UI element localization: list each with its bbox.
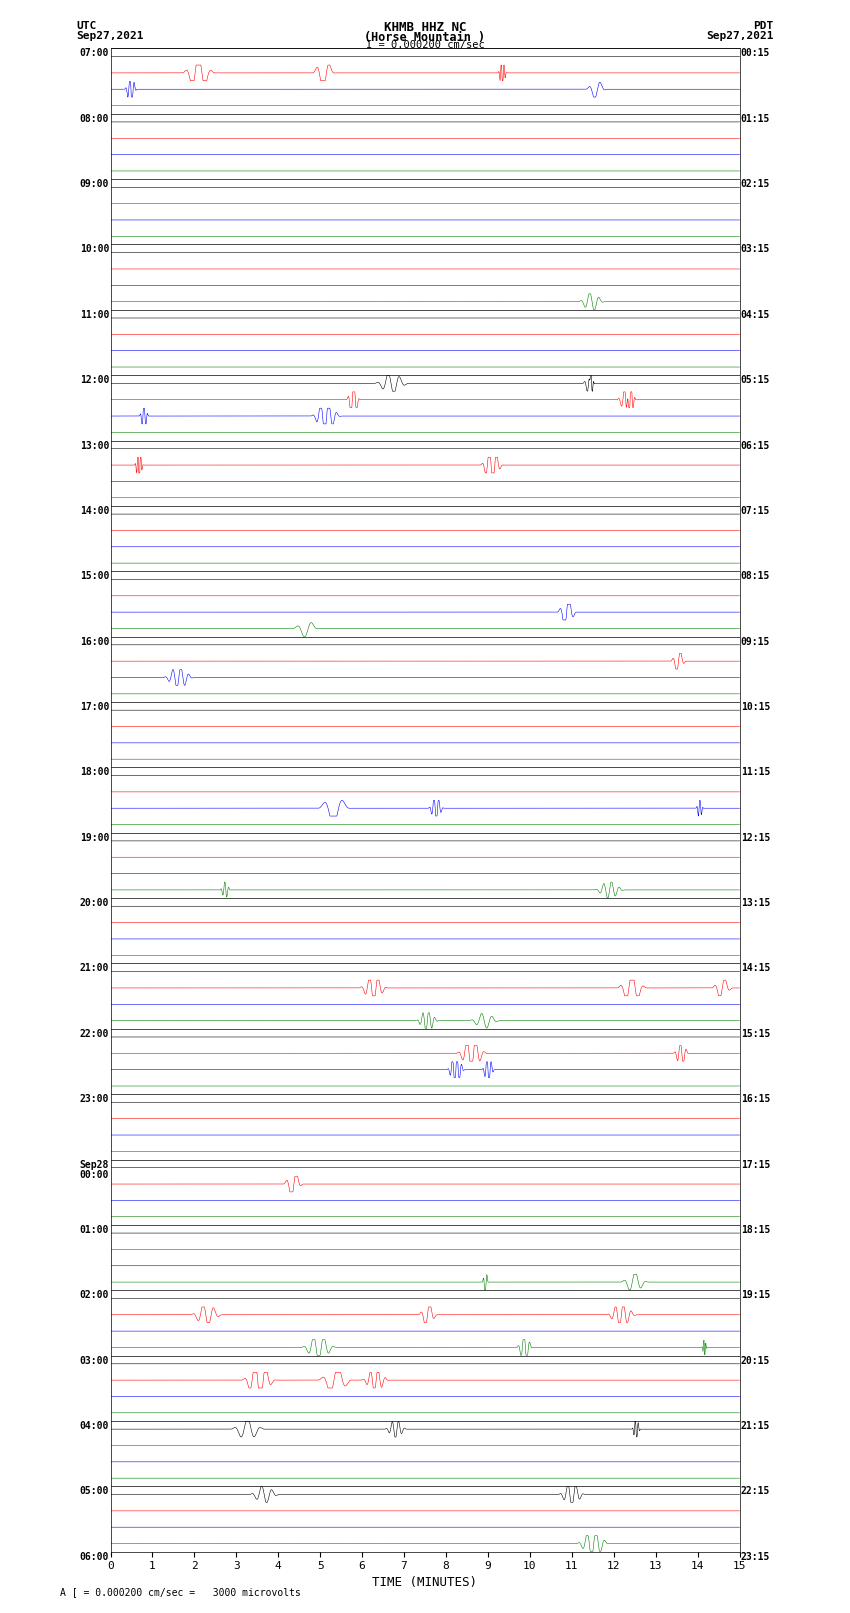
Text: 01:15: 01:15 — [740, 115, 770, 124]
Text: PDT: PDT — [753, 21, 774, 31]
Text: 08:15: 08:15 — [740, 571, 770, 581]
Text: 06:00: 06:00 — [80, 1552, 110, 1561]
Text: 10:15: 10:15 — [740, 702, 770, 711]
Text: 14:15: 14:15 — [740, 963, 770, 974]
Text: 22:15: 22:15 — [740, 1486, 770, 1497]
Text: 19:00: 19:00 — [80, 832, 110, 842]
Text: KHMB HHZ NC: KHMB HHZ NC — [383, 21, 467, 34]
Text: 12:15: 12:15 — [740, 832, 770, 842]
Text: 09:15: 09:15 — [740, 637, 770, 647]
Text: 05:00: 05:00 — [80, 1486, 110, 1497]
Text: 02:00: 02:00 — [80, 1290, 110, 1300]
Text: 00:00: 00:00 — [80, 1169, 110, 1181]
Text: 14:00: 14:00 — [80, 506, 110, 516]
Text: 06:15: 06:15 — [740, 440, 770, 450]
Text: 17:00: 17:00 — [80, 702, 110, 711]
Text: 04:00: 04:00 — [80, 1421, 110, 1431]
Text: (Horse Mountain ): (Horse Mountain ) — [365, 31, 485, 44]
Text: 03:15: 03:15 — [740, 245, 770, 255]
Text: 02:15: 02:15 — [740, 179, 770, 189]
Text: 15:15: 15:15 — [740, 1029, 770, 1039]
Text: 21:15: 21:15 — [740, 1421, 770, 1431]
Text: 20:15: 20:15 — [740, 1355, 770, 1366]
Text: 01:00: 01:00 — [80, 1224, 110, 1236]
Text: 19:15: 19:15 — [740, 1290, 770, 1300]
Text: 20:00: 20:00 — [80, 898, 110, 908]
Text: I = 0.000200 cm/sec: I = 0.000200 cm/sec — [366, 40, 484, 50]
Text: Sep27,2021: Sep27,2021 — [706, 31, 774, 40]
Text: UTC: UTC — [76, 21, 97, 31]
Text: 22:00: 22:00 — [80, 1029, 110, 1039]
Text: 23:15: 23:15 — [740, 1552, 770, 1561]
Text: 10:00: 10:00 — [80, 245, 110, 255]
Text: 07:15: 07:15 — [740, 506, 770, 516]
Text: 11:15: 11:15 — [740, 768, 770, 777]
Text: 03:00: 03:00 — [80, 1355, 110, 1366]
Text: 05:15: 05:15 — [740, 376, 770, 386]
Text: 11:00: 11:00 — [80, 310, 110, 319]
Text: 13:00: 13:00 — [80, 440, 110, 450]
Text: 18:00: 18:00 — [80, 768, 110, 777]
Text: 13:15: 13:15 — [740, 898, 770, 908]
Text: Sep28: Sep28 — [80, 1160, 110, 1169]
Text: 04:15: 04:15 — [740, 310, 770, 319]
Text: 00:15: 00:15 — [740, 48, 770, 58]
Text: 12:00: 12:00 — [80, 376, 110, 386]
Text: 18:15: 18:15 — [740, 1224, 770, 1236]
Text: 15:00: 15:00 — [80, 571, 110, 581]
Text: 16:00: 16:00 — [80, 637, 110, 647]
Text: Sep27,2021: Sep27,2021 — [76, 31, 144, 40]
Text: 21:00: 21:00 — [80, 963, 110, 974]
Text: A [ = 0.000200 cm/sec =   3000 microvolts: A [ = 0.000200 cm/sec = 3000 microvolts — [60, 1587, 300, 1597]
Text: 23:00: 23:00 — [80, 1094, 110, 1105]
Text: 16:15: 16:15 — [740, 1094, 770, 1105]
Text: 08:00: 08:00 — [80, 115, 110, 124]
X-axis label: TIME (MINUTES): TIME (MINUTES) — [372, 1576, 478, 1589]
Text: 09:00: 09:00 — [80, 179, 110, 189]
Text: 07:00: 07:00 — [80, 48, 110, 58]
Text: 17:15: 17:15 — [740, 1160, 770, 1169]
